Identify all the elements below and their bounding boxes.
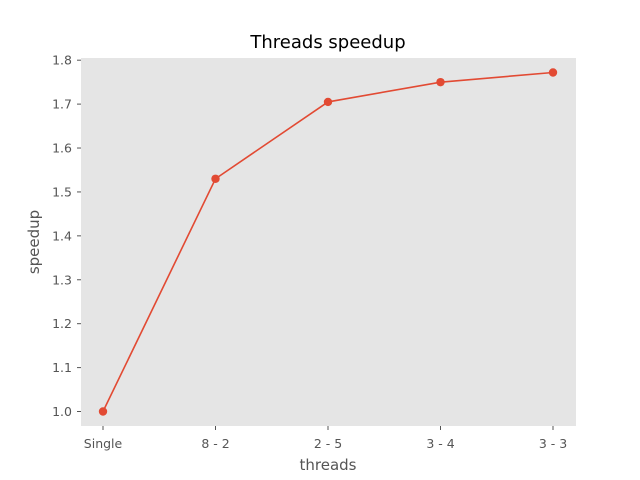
x-tick-label: Single	[84, 436, 123, 451]
y-tick-label: 1.2	[52, 316, 72, 331]
y-tick-label: 1.6	[52, 141, 72, 156]
data-point	[323, 97, 333, 107]
y-tick-label: 1.1	[52, 360, 72, 375]
y-tick-label: 1.0	[52, 404, 72, 419]
y-axis: 1.0 1.1 1.2 1.3 1.4 1.5 1.6 1.7 1.8	[52, 53, 81, 419]
data-point	[98, 407, 108, 416]
x-tick-label: 8 - 2	[201, 436, 229, 451]
y-tick-label: 1.3	[52, 272, 72, 287]
x-axis: Single 8 - 2 2 - 5 3 - 4 3 - 3	[84, 426, 567, 451]
x-tick-label: 2 - 5	[314, 436, 342, 451]
data-point	[548, 68, 558, 77]
series-layer	[98, 68, 558, 416]
data-point	[436, 77, 445, 87]
data-point	[211, 174, 220, 183]
y-tick-label: 1.5	[52, 184, 72, 199]
x-axis-label: threads	[300, 456, 357, 474]
x-tick-label: 3 - 3	[539, 436, 567, 451]
x-tick-label: 3 - 4	[426, 436, 454, 451]
plot-area	[81, 58, 576, 426]
y-tick-label: 1.7	[52, 97, 72, 112]
y-tick-label: 1.8	[52, 53, 72, 68]
y-tick-label: 1.4	[52, 228, 72, 243]
y-axis-label: speedup	[25, 210, 43, 274]
chart-title: Threads speedup	[249, 32, 405, 53]
